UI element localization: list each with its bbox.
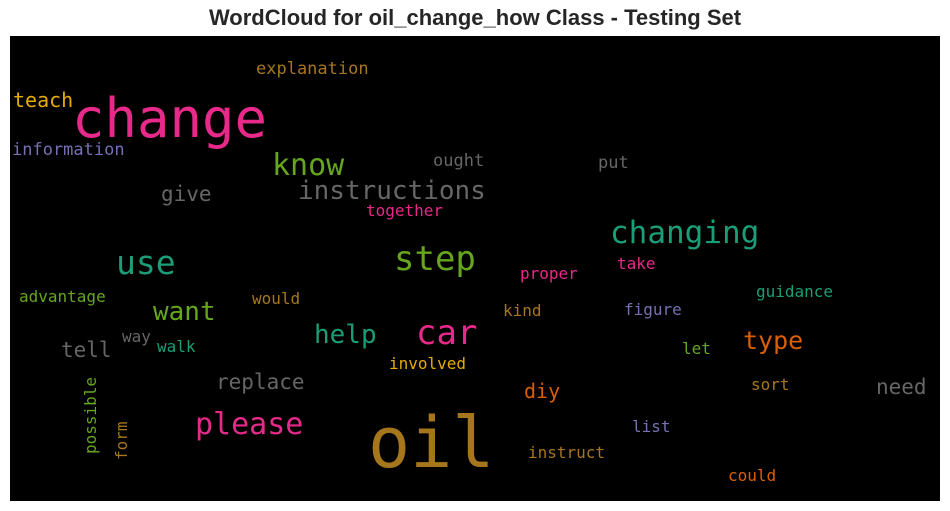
word-replace: replace	[216, 370, 305, 394]
word-walk: walk	[157, 337, 196, 356]
word-proper: proper	[520, 264, 578, 283]
word-way: way	[122, 327, 151, 346]
word-kind: kind	[503, 301, 542, 320]
word-give: give	[161, 182, 212, 206]
word-sort: sort	[751, 375, 790, 394]
word-ought: ought	[433, 151, 485, 171]
word-want: want	[153, 297, 216, 327]
word-type: type	[743, 326, 804, 355]
word-explanation: explanation	[256, 59, 369, 79]
word-help: help	[314, 320, 377, 350]
word-please: please	[195, 407, 304, 442]
word-step: step	[394, 239, 476, 279]
word-change: change	[72, 87, 268, 150]
word-instructions: instructions	[298, 176, 486, 206]
chart-title: WordCloud for oil_change_how Class - Tes…	[208, 5, 742, 30]
word-would: would	[252, 289, 301, 308]
word-diy: diy	[524, 379, 561, 403]
word-oil: oil	[368, 402, 495, 484]
word-let: let	[682, 339, 711, 358]
word-put: put	[598, 153, 629, 173]
word-guidance: guidance	[756, 282, 834, 301]
word-instruct: instruct	[528, 443, 606, 462]
word-figure: figure	[624, 300, 682, 319]
word-form: form	[112, 421, 131, 460]
word-involved: involved	[389, 354, 467, 373]
word-together: together	[366, 201, 444, 220]
word-use: use	[116, 243, 176, 282]
word-tell: tell	[61, 338, 112, 362]
word-changing: changing	[610, 215, 760, 251]
word-possible: possible	[81, 376, 100, 454]
wordcloud-canvas: oil change step car use changing know please ins…	[10, 36, 940, 501]
word-information: information	[12, 140, 125, 160]
word-teach: teach	[13, 88, 74, 112]
word-need: need	[876, 375, 927, 399]
word-list: list	[632, 417, 671, 436]
word-know: know	[272, 148, 345, 183]
word-take: take	[617, 254, 656, 273]
word-could: could	[728, 466, 777, 485]
word-advantage: advantage	[19, 287, 106, 306]
word-car: car	[416, 313, 478, 353]
